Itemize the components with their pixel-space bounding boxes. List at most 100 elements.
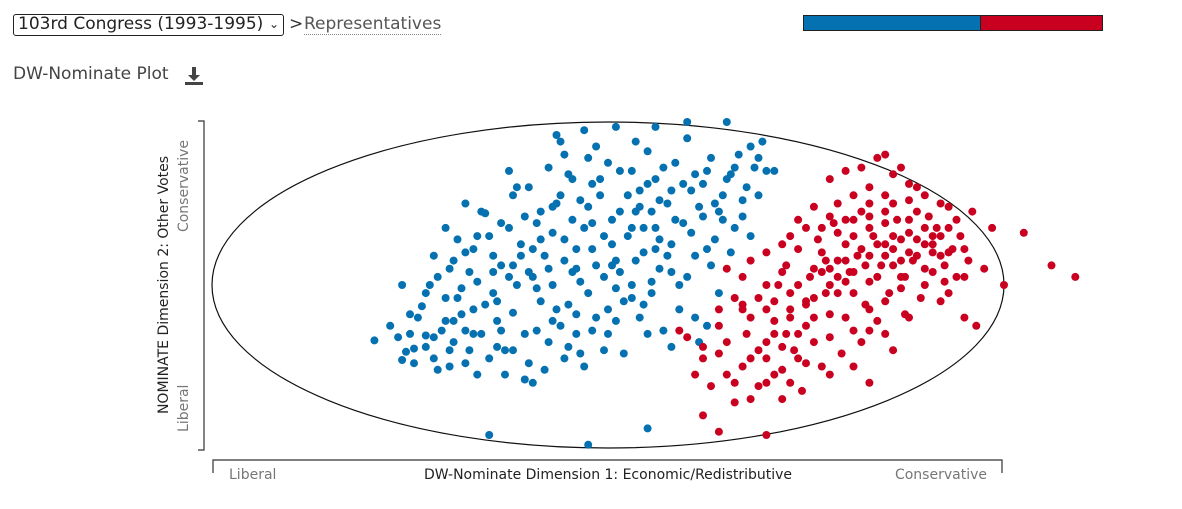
legislator-point[interactable] xyxy=(865,223,874,232)
legislator-point[interactable] xyxy=(509,191,517,200)
legislator-point[interactable] xyxy=(960,313,969,322)
legislator-point[interactable] xyxy=(813,235,822,244)
legislator-point[interactable] xyxy=(643,179,652,188)
legislator-point[interactable] xyxy=(611,122,620,131)
legislator-point[interactable] xyxy=(802,223,810,232)
legislator-point[interactable] xyxy=(703,321,711,330)
legislator-point[interactable] xyxy=(881,297,890,306)
legislator-point[interactable] xyxy=(809,313,818,322)
legislator-point[interactable] xyxy=(635,202,644,211)
legislator-point[interactable] xyxy=(944,223,953,232)
legislator-point[interactable] xyxy=(611,284,620,293)
legislator-point[interactable] xyxy=(473,232,482,241)
legislator-point[interactable] xyxy=(968,207,977,216)
legislator-point[interactable] xyxy=(762,305,771,314)
legislator-point[interactable] xyxy=(394,333,403,342)
legislator-point[interactable] xyxy=(928,268,937,276)
legislator-point[interactable] xyxy=(1047,261,1056,270)
legislator-point[interactable] xyxy=(532,284,541,293)
legislator-point[interactable] xyxy=(817,248,826,257)
legislator-point[interactable] xyxy=(635,186,644,195)
legislator-point[interactable] xyxy=(754,191,763,200)
legislator-point[interactable] xyxy=(509,261,517,270)
legislator-point[interactable] xyxy=(402,347,410,356)
legislator-point[interactable] xyxy=(746,256,755,265)
legislator-point[interactable] xyxy=(536,207,545,216)
legislator-point[interactable] xyxy=(421,342,430,351)
legislator-point[interactable] xyxy=(778,365,787,374)
legislator-point[interactable] xyxy=(453,294,462,302)
legislator-point[interactable] xyxy=(493,297,502,306)
legislator-point[interactable] xyxy=(714,289,723,298)
legislator-point[interactable] xyxy=(421,331,430,340)
legislator-point[interactable] xyxy=(707,382,715,391)
legislator-point[interactable] xyxy=(683,333,692,342)
legislator-point[interactable] xyxy=(873,153,882,162)
legislator-point[interactable] xyxy=(778,342,787,351)
legislator-point[interactable] xyxy=(821,256,830,265)
legislator-point[interactable] xyxy=(841,166,850,175)
legislator-point[interactable] xyxy=(936,199,945,208)
legislator-point[interactable] xyxy=(604,305,612,314)
legislator-point[interactable] xyxy=(544,338,553,347)
legislator-point[interactable] xyxy=(600,346,608,355)
legislator-point[interactable] xyxy=(560,150,569,159)
legislator-point[interactable] xyxy=(738,212,747,221)
legislator-point[interactable] xyxy=(718,191,727,200)
legislator-point[interactable] xyxy=(477,329,486,338)
legislator-point[interactable] xyxy=(857,163,866,172)
legislator-point[interactable] xyxy=(398,356,407,364)
legislator-point[interactable] xyxy=(730,223,739,232)
legislator-point[interactable] xyxy=(726,248,735,257)
legislator-point[interactable] xyxy=(659,326,668,335)
legislator-point[interactable] xyxy=(548,228,557,237)
legislator-point[interactable] xyxy=(794,245,803,254)
legislator-point[interactable] xyxy=(849,215,858,224)
legislator-point[interactable] xyxy=(544,264,553,273)
legislator-point[interactable] xyxy=(825,310,834,319)
legislator-point[interactable] xyxy=(509,346,517,355)
legislator-point[interactable] xyxy=(461,248,470,257)
legislator-point[interactable] xyxy=(944,289,953,298)
legislator-point[interactable] xyxy=(449,338,458,347)
legislator-point[interactable] xyxy=(905,179,913,188)
legislator-point[interactable] xyxy=(802,300,810,309)
legislator-point[interactable] xyxy=(988,223,997,232)
legislator-point[interactable] xyxy=(592,261,601,270)
legislator-point[interactable] xyxy=(809,338,818,347)
legislator-point[interactable] xyxy=(794,281,803,289)
legislator-point[interactable] xyxy=(912,251,921,260)
legislator-point[interactable] xyxy=(647,207,656,216)
legislator-point[interactable] xyxy=(1019,228,1028,237)
legislator-point[interactable] xyxy=(873,316,882,325)
legislator-point[interactable] xyxy=(655,264,664,273)
legislator-point[interactable] xyxy=(540,251,549,260)
legislator-point[interactable] xyxy=(485,431,494,439)
legislator-point[interactable] xyxy=(738,196,747,205)
legislator-point[interactable] xyxy=(572,245,581,254)
legislator-point[interactable] xyxy=(473,370,482,379)
legislator-point[interactable] xyxy=(611,316,620,325)
legislator-point[interactable] xyxy=(497,326,506,335)
legislator-point[interactable] xyxy=(410,359,418,368)
legislator-point[interactable] xyxy=(778,395,787,404)
legislator-point[interactable] xyxy=(936,297,945,306)
legislator-point[interactable] xyxy=(1000,281,1008,289)
legislator-point[interactable] xyxy=(889,261,898,270)
legislator-point[interactable] xyxy=(738,272,747,281)
legislator-point[interactable] xyxy=(596,191,605,200)
legislator-point[interactable] xyxy=(469,305,478,314)
legislator-point[interactable] xyxy=(817,362,826,371)
legislator-point[interactable] xyxy=(568,215,577,224)
legislator-point[interactable] xyxy=(592,313,601,322)
legislator-point[interactable] xyxy=(651,175,660,184)
legislator-point[interactable] xyxy=(703,245,711,254)
legislator-point[interactable] xyxy=(536,235,545,244)
legislator-point[interactable] xyxy=(485,354,494,363)
legislator-point[interactable] xyxy=(671,215,680,224)
legislator-point[interactable] xyxy=(825,370,834,379)
legislator-point[interactable] xyxy=(952,272,961,281)
legislator-point[interactable] xyxy=(667,268,676,276)
legislator-point[interactable] xyxy=(675,281,684,289)
legislator-point[interactable] xyxy=(520,212,529,221)
